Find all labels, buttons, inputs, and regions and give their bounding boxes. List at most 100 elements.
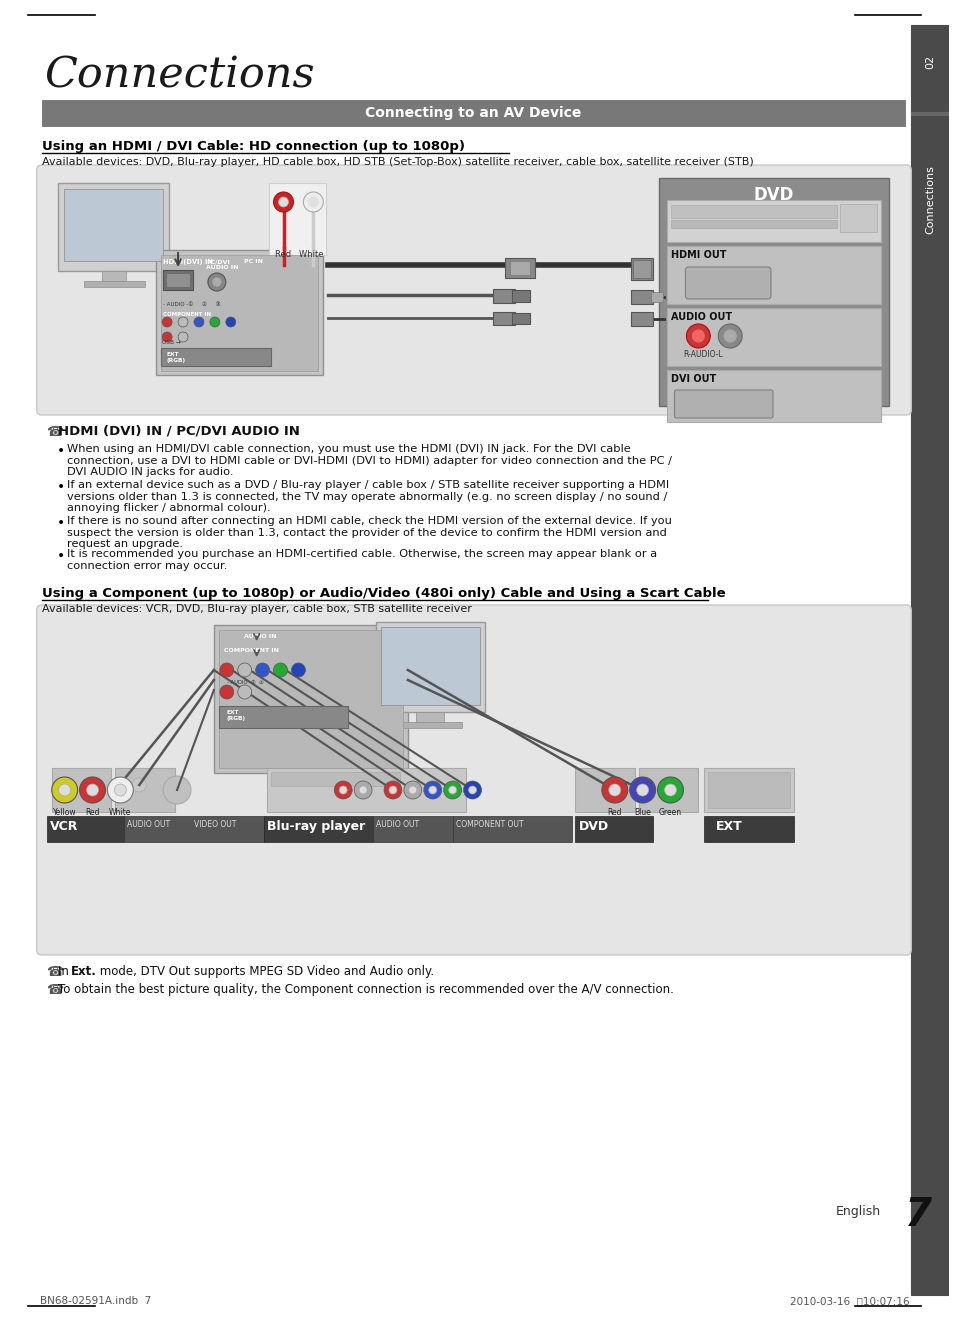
Bar bbox=[115, 768, 175, 812]
Text: •: • bbox=[56, 517, 65, 530]
Text: Ext.: Ext. bbox=[71, 966, 96, 978]
Circle shape bbox=[339, 786, 347, 794]
Circle shape bbox=[428, 786, 436, 794]
Circle shape bbox=[219, 663, 233, 676]
Text: R-AUDIO-L: R-AUDIO-L bbox=[682, 350, 722, 359]
Text: PC IN: PC IN bbox=[243, 259, 262, 264]
Circle shape bbox=[692, 330, 703, 342]
Circle shape bbox=[718, 324, 741, 347]
Circle shape bbox=[219, 686, 233, 699]
Text: DVI OUT: DVI OUT bbox=[670, 374, 715, 384]
Circle shape bbox=[210, 317, 219, 328]
Circle shape bbox=[87, 783, 98, 797]
Circle shape bbox=[334, 781, 352, 799]
Text: COMPONENT OUT: COMPONENT OUT bbox=[456, 820, 522, 830]
Bar bbox=[47, 816, 124, 841]
Text: Available devices: DVD, Blu-ray player, HD cable box, HD STB (Set-Top-Box) satel: Available devices: DVD, Blu-ray player, … bbox=[42, 157, 753, 166]
Text: Using a Component (up to 1080p) or Audio/Video (480i only) Cable and Using a Sca: Using a Component (up to 1080p) or Audio… bbox=[42, 587, 724, 600]
Circle shape bbox=[255, 663, 270, 676]
Text: •: • bbox=[56, 444, 65, 458]
Text: AUDIO OUT: AUDIO OUT bbox=[670, 312, 731, 322]
Text: - AUDIO -①     ②     ③: - AUDIO -① ② ③ bbox=[163, 303, 220, 306]
Circle shape bbox=[208, 273, 226, 291]
Text: Red: Red bbox=[607, 808, 621, 816]
Circle shape bbox=[409, 786, 416, 794]
Bar bbox=[42, 100, 904, 125]
Bar bbox=[632, 260, 650, 277]
Bar bbox=[51, 768, 112, 812]
Bar bbox=[166, 273, 190, 287]
Bar bbox=[156, 250, 323, 375]
Text: BN68-02591A.indb  7: BN68-02591A.indb 7 bbox=[40, 1296, 151, 1306]
Text: If there is no sound after connecting an HDMI cable, check the HDMI version of t: If there is no sound after connecting an… bbox=[67, 517, 671, 550]
Text: AUDIO OUT: AUDIO OUT bbox=[127, 820, 171, 830]
Circle shape bbox=[657, 777, 682, 803]
Text: VIDEO OUT: VIDEO OUT bbox=[193, 820, 236, 830]
Bar bbox=[213, 625, 408, 773]
Circle shape bbox=[178, 317, 188, 328]
Bar bbox=[670, 221, 836, 229]
Bar bbox=[266, 768, 465, 812]
Text: AUDIO IN: AUDIO IN bbox=[243, 634, 276, 639]
Bar bbox=[512, 291, 530, 303]
FancyBboxPatch shape bbox=[37, 605, 910, 955]
Text: 2010-03-16  ＂10:07:16: 2010-03-16 ＂10:07:16 bbox=[789, 1296, 908, 1306]
Bar bbox=[703, 768, 793, 812]
Text: mode, DTV Out supports MPEG SD Video and Audio only.: mode, DTV Out supports MPEG SD Video and… bbox=[95, 966, 434, 978]
Text: Yellow: Yellow bbox=[52, 808, 76, 816]
Circle shape bbox=[237, 686, 252, 699]
Circle shape bbox=[468, 786, 476, 794]
Bar bbox=[707, 771, 789, 808]
Bar bbox=[666, 199, 881, 242]
Text: DVD: DVD bbox=[753, 186, 793, 203]
Circle shape bbox=[448, 786, 456, 794]
Text: Red: Red bbox=[85, 808, 100, 816]
Text: White: White bbox=[109, 808, 132, 816]
Bar bbox=[512, 313, 530, 324]
Text: ☎: ☎ bbox=[46, 425, 63, 439]
Text: - AUDIO -①  ②: - AUDIO -① ② bbox=[227, 680, 263, 686]
Circle shape bbox=[59, 783, 71, 797]
Text: EXT: EXT bbox=[716, 820, 742, 834]
Text: Using an HDMI / DVI Cable: HD connection (up to 1080p): Using an HDMI / DVI Cable: HD connection… bbox=[42, 140, 464, 153]
Circle shape bbox=[358, 786, 367, 794]
Circle shape bbox=[108, 777, 133, 803]
Text: Blu-ray player: Blu-ray player bbox=[266, 820, 364, 834]
Circle shape bbox=[354, 781, 372, 799]
Bar bbox=[575, 816, 652, 841]
Text: If an external device such as a DVD / Blu-ray player / cable box / STB satellite: If an external device such as a DVD / Bl… bbox=[67, 480, 668, 513]
Circle shape bbox=[686, 324, 710, 347]
Text: 7: 7 bbox=[904, 1196, 931, 1234]
Bar bbox=[380, 627, 480, 705]
Bar bbox=[910, 25, 948, 1295]
Circle shape bbox=[112, 778, 126, 793]
Bar bbox=[399, 723, 461, 728]
Circle shape bbox=[463, 781, 481, 799]
Circle shape bbox=[636, 783, 648, 797]
Bar bbox=[161, 255, 318, 371]
Bar bbox=[218, 630, 402, 768]
FancyBboxPatch shape bbox=[37, 165, 910, 415]
Circle shape bbox=[237, 663, 252, 676]
Circle shape bbox=[601, 777, 627, 803]
Text: When using an HDMI/DVI cable connection, you must use the HDMI (DVI) IN jack. Fo: When using an HDMI/DVI cable connection,… bbox=[67, 444, 671, 477]
Circle shape bbox=[303, 192, 323, 211]
Bar bbox=[510, 262, 530, 275]
Bar bbox=[630, 312, 652, 326]
Bar bbox=[124, 816, 263, 841]
Bar bbox=[375, 622, 485, 712]
Bar bbox=[666, 308, 881, 366]
Circle shape bbox=[212, 277, 222, 287]
Bar bbox=[416, 712, 443, 723]
Circle shape bbox=[278, 197, 288, 207]
Bar bbox=[218, 705, 348, 728]
Text: •: • bbox=[56, 550, 65, 563]
Circle shape bbox=[274, 192, 294, 211]
Text: Blue: Blue bbox=[634, 808, 650, 816]
Circle shape bbox=[292, 663, 305, 676]
Circle shape bbox=[389, 786, 396, 794]
Circle shape bbox=[423, 781, 441, 799]
Text: PC/DVI
AUDIO IN: PC/DVI AUDIO IN bbox=[206, 259, 238, 269]
Text: COMPONENT IN: COMPONENT IN bbox=[163, 312, 211, 317]
Bar bbox=[161, 347, 271, 366]
